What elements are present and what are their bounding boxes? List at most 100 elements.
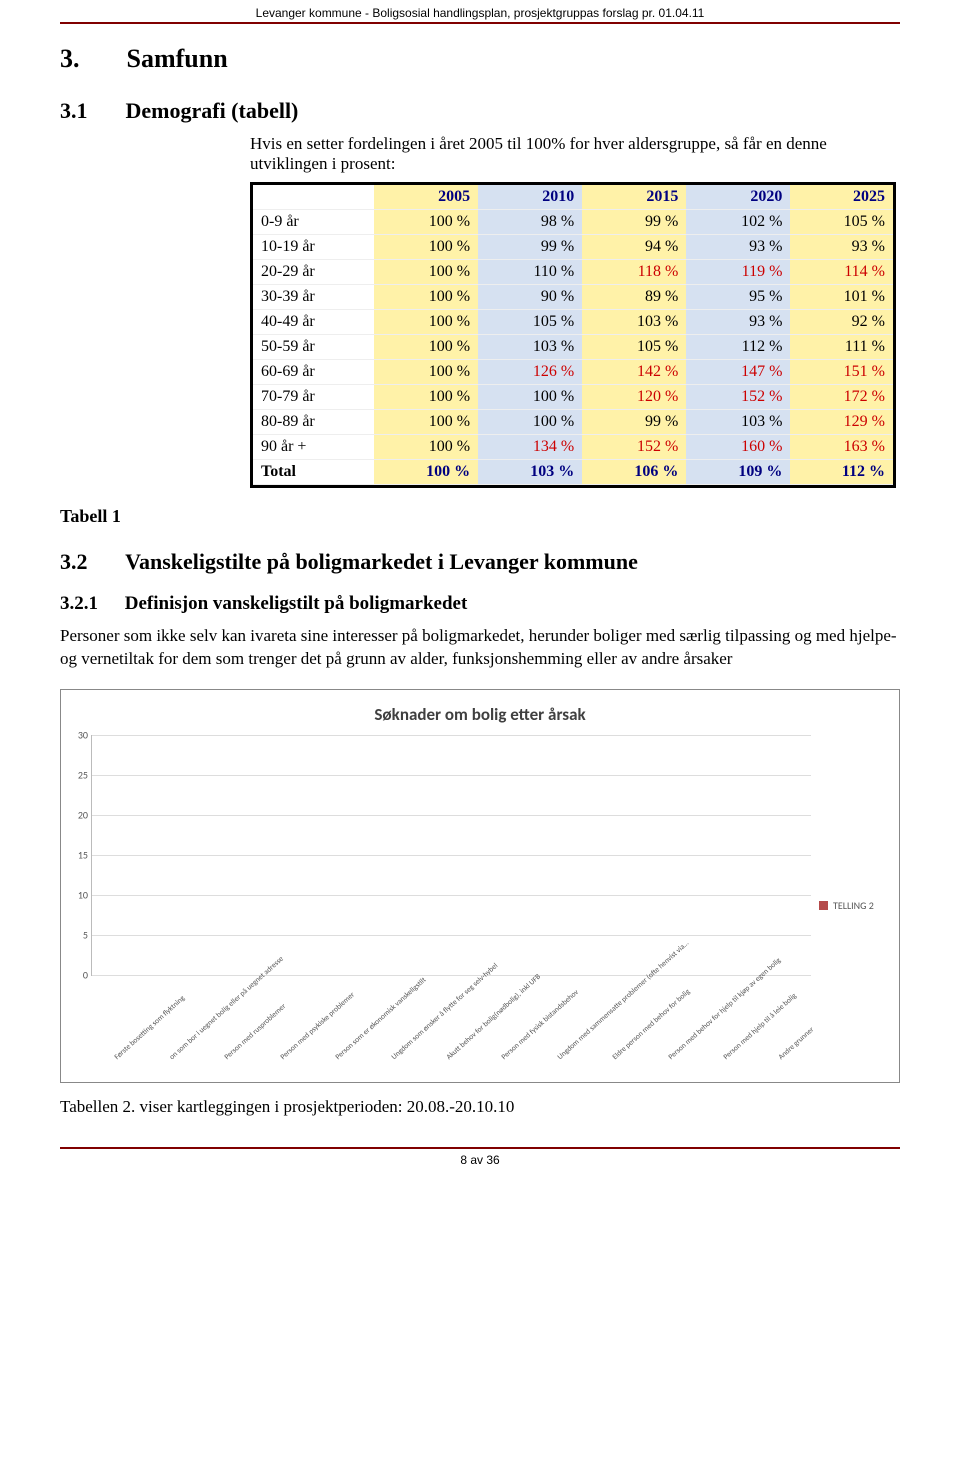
x-label-cell: Ungdom med sammensatte problemer (ofte h… — [534, 976, 589, 1076]
table-cell: 93 % — [790, 235, 893, 260]
x-label-cell: on som bor i uegnet bolig eller på uegne… — [146, 976, 201, 1076]
x-label-cell: Person med psykiske problemer — [257, 976, 312, 1076]
table-rowlabel: 10-19 år — [253, 235, 374, 260]
table-cell: 109 % — [686, 460, 790, 485]
x-label-cell: Første bosetting som flyktning — [91, 976, 146, 1076]
heading-31-title: Demografi (tabell) — [126, 98, 299, 123]
chart-title: Søknader om bolig etter årsak — [69, 704, 891, 725]
table-cell: 102 % — [686, 210, 790, 235]
y-axis-label: 30 — [70, 728, 88, 741]
y-axis-label: 15 — [70, 848, 88, 861]
y-axis-label: 20 — [70, 808, 88, 821]
table-cell: 105 % — [582, 335, 686, 360]
table-cell: 95 % — [686, 285, 790, 310]
table-cell: 100 % — [374, 235, 478, 260]
table-cell: 142 % — [582, 360, 686, 385]
gridline — [92, 935, 811, 936]
table-cell: 100 % — [374, 410, 478, 435]
table-header — [253, 185, 374, 210]
heading-32-title: Vanskeligstilte på boligmarkedet i Levan… — [125, 549, 638, 574]
table-rowlabel: 40-49 år — [253, 310, 374, 335]
heading-321-title: Definisjon vanskeligstilt på boligmarked… — [125, 593, 468, 614]
soknader-chart: Søknader om bolig etter årsak 0510152025… — [60, 689, 900, 1083]
table-cell: 100 % — [374, 210, 478, 235]
table-cell: 94 % — [582, 235, 686, 260]
table-cell: 147 % — [686, 360, 790, 385]
heading-32: 3.2 Vanskeligstilte på boligmarkedet i L… — [60, 549, 900, 575]
page-footer: 8 av 36 — [60, 1147, 900, 1167]
table-cell: 103 % — [686, 410, 790, 435]
y-axis-label: 10 — [70, 888, 88, 901]
legend-label: TELLING 2 — [833, 899, 874, 912]
x-axis-label: Andre grunner — [777, 1025, 816, 1061]
table-header: 2005 — [374, 185, 478, 210]
heading-3-title: Samfunn — [127, 44, 228, 73]
heading-31-num: 3.1 — [60, 98, 120, 124]
table-cell: 100 % — [374, 260, 478, 285]
table-cell: 172 % — [790, 385, 893, 410]
table-cell: 100 % — [374, 460, 478, 485]
table-header: 2020 — [686, 185, 790, 210]
table-cell: 105 % — [790, 210, 893, 235]
heading-3-num: 3. — [60, 44, 120, 74]
table-cell: 112 % — [790, 460, 893, 485]
table-rowlabel: 0-9 år — [253, 210, 374, 235]
table-rowlabel: 80-89 år — [253, 410, 374, 435]
table-cell: 100 % — [374, 285, 478, 310]
tabell1-label: Tabell 1 — [60, 506, 900, 527]
table-cell: 98 % — [478, 210, 582, 235]
x-label-cell: Eldre person med behov for bolig — [590, 976, 645, 1076]
table-rowlabel: 30-39 år — [253, 285, 374, 310]
table-cell: 99 % — [582, 210, 686, 235]
gridline — [92, 855, 811, 856]
table-cell: 100 % — [374, 385, 478, 410]
heading-321-num: 3.2.1 — [60, 593, 120, 615]
table-cell: 112 % — [686, 335, 790, 360]
table-header: 2010 — [478, 185, 582, 210]
table-cell: 103 % — [478, 335, 582, 360]
table-cell: 100 % — [478, 410, 582, 435]
table-cell: 101 % — [790, 285, 893, 310]
table-rowlabel: 50-59 år — [253, 335, 374, 360]
table-cell: 129 % — [790, 410, 893, 435]
table-cell: 163 % — [790, 435, 893, 460]
table-rowlabel: 60-69 år — [253, 360, 374, 385]
table-cell: 93 % — [686, 235, 790, 260]
legend-swatch — [819, 901, 828, 910]
table-cell: 106 % — [582, 460, 686, 485]
table-cell: 100 % — [478, 385, 582, 410]
table-cell: 100 % — [374, 435, 478, 460]
y-axis-label: 0 — [70, 968, 88, 981]
chart-legend: TELLING 2 — [811, 735, 891, 1076]
table-rowlabel: 20-29 år — [253, 260, 374, 285]
table-cell: 100 % — [374, 360, 478, 385]
table-rowlabel: Total — [253, 460, 374, 485]
x-label-cell: Akutt behov for bolig(nødbolig), inkl UF… — [423, 976, 478, 1076]
x-label-cell: Ungdom som ønsker å flytte for seg selv-… — [368, 976, 423, 1076]
table-cell: 92 % — [790, 310, 893, 335]
table-cell: 90 % — [478, 285, 582, 310]
table-cell: 160 % — [686, 435, 790, 460]
table-cell: 118 % — [582, 260, 686, 285]
tabell2-caption: Tabellen 2. viser kartleggingen i prosje… — [60, 1097, 900, 1117]
table-cell: 110 % — [478, 260, 582, 285]
x-label-cell: Person med rusproblemer — [202, 976, 257, 1076]
table-rowlabel: 90 år + — [253, 435, 374, 460]
x-label-cell: Andre grunner — [756, 976, 811, 1076]
table-cell: 89 % — [582, 285, 686, 310]
definition-paragraph: Personer som ikke selv kan ivareta sine … — [60, 625, 900, 671]
table-cell: 152 % — [686, 385, 790, 410]
gridline — [92, 775, 811, 776]
table-cell: 120 % — [582, 385, 686, 410]
heading-32-num: 3.2 — [60, 549, 120, 575]
table-header: 2015 — [582, 185, 686, 210]
table-cell: 105 % — [478, 310, 582, 335]
y-axis-label: 25 — [70, 768, 88, 781]
table-cell: 99 % — [478, 235, 582, 260]
table-cell: 99 % — [582, 410, 686, 435]
gridline — [92, 815, 811, 816]
page-header: Levanger kommune - Boligsosial handlings… — [60, 0, 900, 24]
gridline — [92, 895, 811, 896]
table-cell: 134 % — [478, 435, 582, 460]
x-label-cell: Person med hjelp til å leie bolig — [700, 976, 755, 1076]
